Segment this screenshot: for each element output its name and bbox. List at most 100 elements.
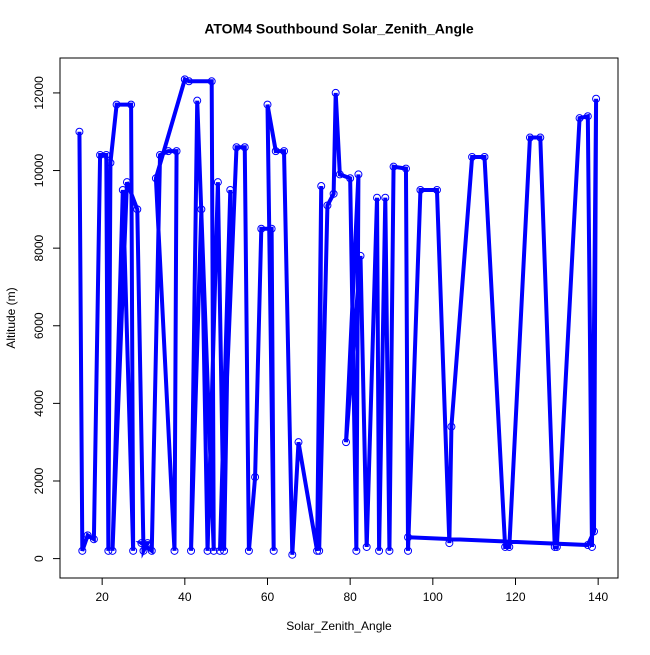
data-line	[77, 76, 599, 559]
data-point	[187, 546, 196, 555]
data-point	[354, 170, 363, 179]
data-point	[401, 164, 410, 173]
data-point	[96, 151, 105, 160]
data-point	[118, 185, 127, 194]
data-point	[170, 546, 179, 555]
y-tick-label: 10000	[32, 154, 46, 188]
data-point	[104, 546, 113, 555]
data-point	[203, 546, 212, 555]
data-point	[137, 539, 146, 548]
data-point	[151, 174, 160, 183]
y-tick-label: 8000	[32, 234, 46, 261]
data-point	[536, 133, 545, 142]
data-point	[315, 546, 324, 555]
data-point	[480, 152, 489, 161]
data-point	[106, 158, 115, 167]
data-point	[583, 541, 592, 550]
data-point	[122, 178, 131, 187]
x-tick-label: 120	[505, 590, 525, 604]
data-point	[226, 185, 235, 194]
data-point	[78, 546, 87, 555]
data-point	[331, 88, 340, 97]
data-point	[550, 542, 559, 551]
data-point	[468, 152, 477, 161]
data-point	[143, 539, 152, 548]
data-point	[213, 178, 222, 187]
data-point	[269, 546, 278, 555]
data-point	[432, 185, 441, 194]
x-tick-label: 140	[588, 590, 608, 604]
data-point	[271, 147, 280, 156]
data-point	[587, 542, 596, 551]
data-point	[505, 542, 514, 551]
data-point	[197, 205, 206, 214]
y-tick-label: 4000	[32, 390, 46, 417]
data-point	[416, 185, 425, 194]
data-point	[102, 151, 111, 160]
data-point	[83, 531, 92, 540]
data-point	[267, 224, 276, 233]
data-point	[501, 542, 510, 551]
data-point	[112, 100, 121, 109]
data-point	[207, 77, 216, 86]
x-tick-label: 40	[178, 590, 192, 604]
data-point	[108, 546, 117, 555]
data-point	[251, 473, 260, 482]
chart-title: ATOM4 Southbound Solar_Zenith_Angle	[204, 21, 474, 37]
data-point	[294, 438, 303, 447]
y-tick-label: 2000	[32, 467, 46, 494]
data-point	[575, 114, 584, 123]
data-point	[220, 546, 229, 555]
data-point	[288, 550, 297, 559]
x-tick-label: 20	[95, 590, 109, 604]
data-point	[525, 133, 534, 142]
data-point	[129, 546, 138, 555]
data-point	[257, 224, 266, 233]
data-point	[172, 147, 181, 156]
data-point	[404, 533, 413, 542]
data-point	[385, 546, 394, 555]
data-point	[373, 193, 382, 202]
data-point	[147, 546, 156, 555]
data-point	[445, 539, 454, 548]
data-point	[240, 143, 249, 152]
x-axis-label: Solar_Zenith_Angle	[286, 619, 392, 633]
data-point	[313, 546, 322, 555]
data-point	[89, 535, 98, 544]
data-point	[404, 546, 413, 555]
data-point	[164, 147, 173, 156]
data-point	[215, 546, 224, 555]
data-point	[323, 201, 332, 210]
data-point	[317, 182, 326, 191]
data-point	[342, 438, 351, 447]
data-point	[590, 527, 599, 536]
data-point	[356, 251, 365, 260]
data-point	[362, 542, 371, 551]
data-point	[127, 100, 136, 109]
data-point	[156, 151, 165, 160]
x-tick-label: 80	[343, 590, 357, 604]
y-tick-label: 12000	[32, 76, 46, 110]
data-point	[346, 174, 355, 183]
data-point	[244, 546, 253, 555]
data-point	[139, 546, 148, 555]
x-tick-label: 100	[423, 590, 443, 604]
data-point	[133, 205, 142, 214]
x-tick-label: 60	[261, 590, 275, 604]
y-tick-label: 6000	[32, 312, 46, 339]
data-point	[447, 422, 456, 431]
data-point	[193, 96, 202, 105]
y-axis-label: Altitude (m)	[4, 287, 18, 348]
data-point	[263, 100, 272, 109]
data-point	[232, 143, 241, 152]
data-point	[75, 127, 84, 136]
data-point	[180, 75, 189, 84]
data-point	[280, 147, 289, 156]
data-point	[352, 546, 361, 555]
data-point	[209, 546, 218, 555]
data-point	[184, 77, 193, 86]
data-point	[552, 542, 561, 551]
y-tick-label: 0	[32, 555, 46, 562]
data-point	[389, 162, 398, 171]
